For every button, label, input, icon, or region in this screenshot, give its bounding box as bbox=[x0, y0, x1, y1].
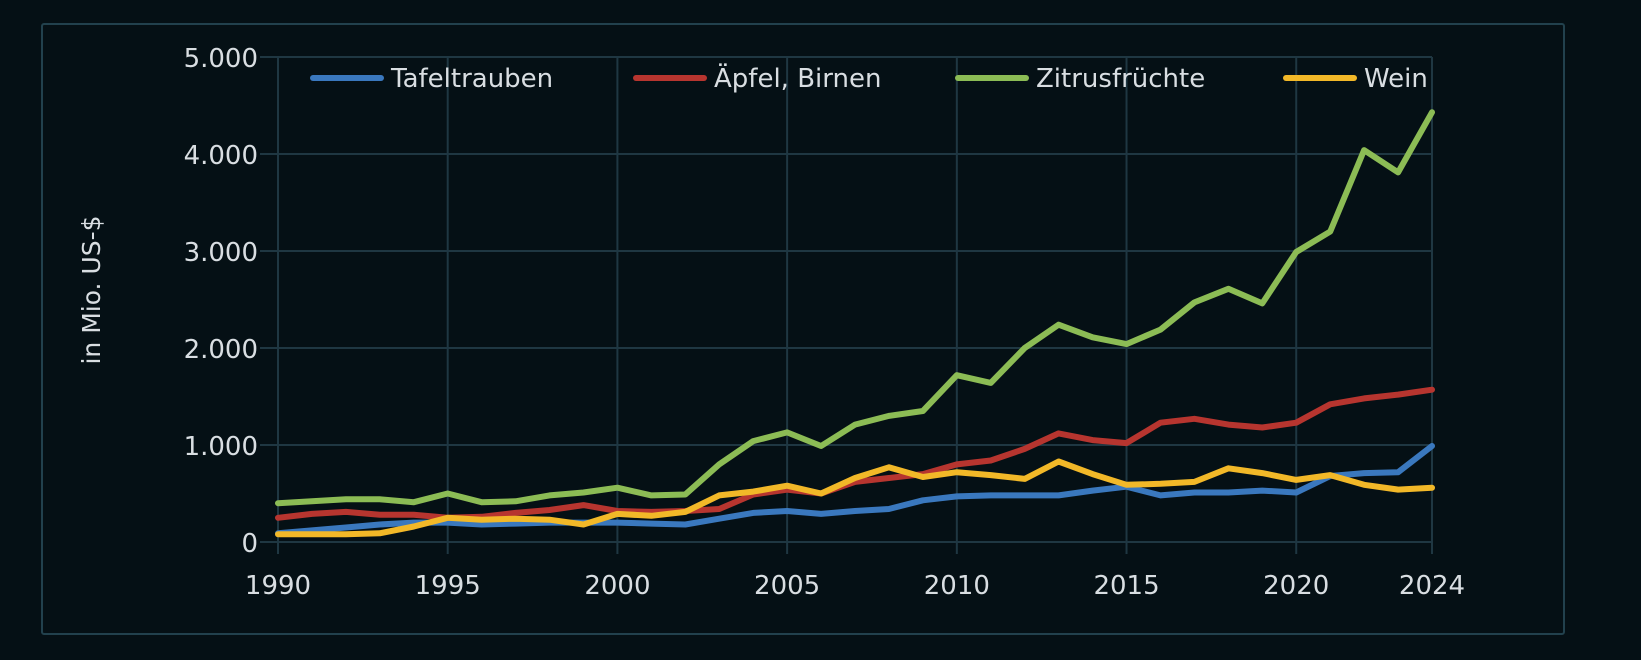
series-line-2 bbox=[275, 109, 1435, 507]
legend-label: Tafeltrauben bbox=[390, 64, 553, 94]
x-tick-label: 2000 bbox=[584, 571, 650, 601]
y-tick-label: 1.000 bbox=[184, 432, 258, 462]
legend: Tafeltrauben Äpfel, Birnen Zitrusfrüchte We… bbox=[310, 62, 1428, 94]
x-tick-label: 2005 bbox=[754, 571, 820, 601]
series-line-3 bbox=[275, 458, 1435, 538]
y-tick-label: 5.000 bbox=[184, 44, 258, 74]
x-tick-label: 1990 bbox=[245, 571, 311, 601]
x-tick-label: 1995 bbox=[415, 571, 481, 601]
legend-item: Wein bbox=[1283, 64, 1428, 94]
legend-item: Tafeltrauben bbox=[310, 64, 553, 94]
legend-item: Äpfel, Birnen bbox=[633, 62, 881, 94]
y-axis-label: in Mio. US-$ bbox=[77, 215, 106, 364]
legend-label: Zitrusfrüchte bbox=[1036, 64, 1205, 94]
series-line-0 bbox=[275, 443, 1435, 537]
y-tick-label: 2.000 bbox=[184, 335, 258, 365]
axes: 0 1.000 2.000 3.000 4.000 5.000 1990 1995 2000 20… bbox=[184, 44, 1466, 601]
series-lines bbox=[275, 109, 1435, 538]
y-tick-label: 0 bbox=[241, 529, 258, 559]
y-tick-label: 4.000 bbox=[184, 141, 258, 171]
y-tick-label: 3.000 bbox=[184, 238, 258, 268]
x-tick-label: 2024 bbox=[1399, 571, 1465, 601]
x-tick-label: 2020 bbox=[1263, 571, 1329, 601]
legend-label: Wein bbox=[1364, 64, 1428, 94]
legend-label: Äpfel, Birnen bbox=[714, 62, 881, 94]
x-tick-label: 2015 bbox=[1093, 571, 1159, 601]
x-tick-label: 2010 bbox=[924, 571, 990, 601]
legend-item: Zitrusfrüchte bbox=[955, 64, 1205, 94]
